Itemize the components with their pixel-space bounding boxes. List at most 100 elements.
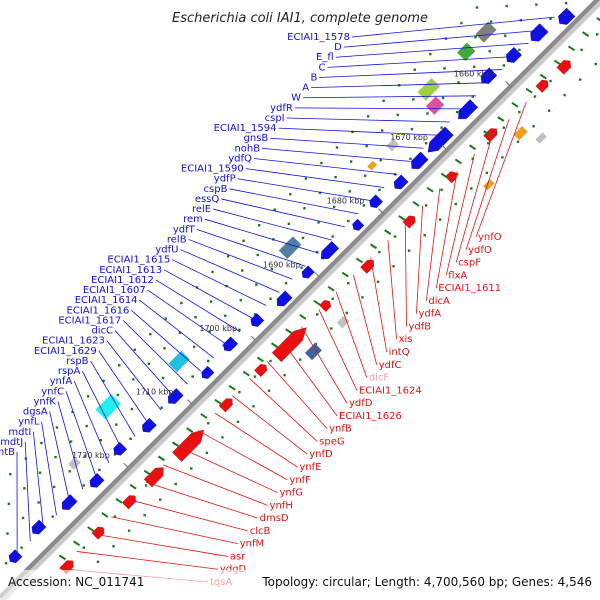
forward-gene-label[interactable]: C (319, 62, 326, 73)
forward-gene-arrow[interactable] (352, 218, 365, 231)
annotation-block[interactable] (457, 42, 476, 61)
forward-gene-label[interactable]: rspA (58, 366, 81, 377)
forward-gene-label[interactable]: pntB (0, 447, 15, 458)
forward-gene-arrow[interactable] (393, 174, 409, 190)
forward-gene-label[interactable]: ydfT (173, 224, 196, 235)
reverse-gene-arrow[interactable] (271, 327, 307, 363)
forward-gene-label[interactable]: gnsB (244, 133, 269, 144)
forward-gene-arrow[interactable] (558, 7, 576, 25)
forward-gene-arrow[interactable] (506, 46, 522, 63)
forward-gene-label[interactable]: ECIAI1_1590 (181, 164, 244, 175)
reverse-gene-label[interactable]: ECIAI1_1611 (438, 283, 501, 294)
forward-gene-label[interactable]: ydfR (270, 103, 293, 114)
reverse-gene-label[interactable]: xis (399, 334, 413, 345)
forward-gene-arrow[interactable] (250, 313, 265, 327)
reverse-gene-label[interactable]: ynfF (289, 475, 311, 486)
annotation-block[interactable] (386, 138, 399, 152)
forward-gene-label[interactable]: D (334, 42, 342, 53)
reverse-gene-label[interactable]: dicA (428, 296, 450, 307)
reverse-gene-arrow[interactable] (360, 259, 375, 274)
forward-gene-arrow[interactable] (276, 290, 293, 307)
reverse-gene-label[interactable]: dicF (369, 373, 390, 384)
annotation-block[interactable] (535, 132, 547, 144)
reverse-gene-label[interactable]: ydgD (220, 564, 247, 575)
forward-gene-label[interactable]: ECIAI1_1594 (214, 123, 277, 134)
forward-gene-label[interactable]: B (310, 72, 317, 83)
forward-gene-label[interactable]: dgsA (23, 407, 48, 418)
annotation-block[interactable] (68, 457, 81, 470)
reverse-gene-label[interactable]: ydfC (379, 360, 402, 371)
reverse-gene-label[interactable]: flxA (448, 270, 467, 281)
forward-gene-label[interactable]: ydfP (214, 174, 236, 185)
forward-gene-arrow[interactable] (201, 365, 215, 379)
annotation-block[interactable] (336, 315, 350, 329)
forward-gene-arrow[interactable] (530, 23, 549, 42)
forward-gene-arrow[interactable] (8, 549, 23, 564)
forward-gene-arrow[interactable] (480, 67, 498, 84)
forward-gene-label[interactable]: ECIAI1_1616 (67, 305, 130, 316)
reverse-gene-arrow[interactable] (218, 398, 233, 413)
forward-gene-arrow[interactable] (142, 417, 157, 433)
forward-gene-label[interactable]: E_fl (316, 52, 334, 63)
forward-gene-label[interactable]: ynfL (18, 417, 40, 428)
forward-gene-label[interactable]: mdtJ (0, 437, 23, 448)
forward-gene-arrow[interactable] (89, 472, 105, 488)
forward-gene-arrow[interactable] (167, 388, 184, 404)
reverse-gene-label[interactable]: asr (230, 551, 246, 562)
annotation-block[interactable] (367, 160, 378, 171)
reverse-gene-arrow[interactable] (556, 59, 572, 75)
reverse-gene-label[interactable]: intQ (389, 347, 410, 358)
forward-gene-arrow[interactable] (31, 519, 47, 535)
annotation-block[interactable] (483, 179, 495, 191)
forward-gene-label[interactable]: ydfQ (228, 153, 252, 164)
reverse-gene-label[interactable]: ynfG (279, 488, 303, 499)
forward-gene-arrow[interactable] (411, 151, 429, 170)
reverse-gene-label[interactable]: ynfH (270, 500, 293, 511)
forward-gene-label[interactable]: ynfK (34, 396, 57, 407)
forward-gene-label[interactable]: ECIAI1_1607 (83, 285, 146, 296)
reverse-gene-label[interactable]: ydfA (418, 309, 441, 320)
reverse-gene-label[interactable]: ydfB (409, 321, 432, 332)
forward-gene-arrow[interactable] (369, 194, 383, 209)
reverse-gene-arrow[interactable] (319, 299, 332, 312)
reverse-gene-arrow[interactable] (483, 128, 498, 143)
forward-gene-label[interactable]: ECIAI1_1612 (91, 275, 154, 286)
reverse-gene-label[interactable]: ydfO (468, 245, 492, 256)
forward-gene-label[interactable]: rspB (66, 356, 89, 367)
forward-gene-label[interactable]: ECIAI1_1615 (107, 255, 170, 266)
annotation-block[interactable] (304, 343, 322, 361)
forward-gene-label[interactable]: ECIAI1_1614 (75, 295, 138, 306)
reverse-gene-label[interactable]: cspF (458, 258, 481, 269)
forward-gene-label[interactable]: dicC (91, 326, 113, 337)
reverse-gene-label[interactable]: ynfO (478, 232, 502, 243)
forward-gene-label[interactable]: essQ (195, 194, 220, 205)
forward-gene-label[interactable]: cspB (204, 184, 228, 195)
reverse-gene-label[interactable]: ECIAI1_1626 (339, 411, 402, 422)
reverse-gene-label[interactable]: ECIAI1_1624 (359, 385, 422, 396)
forward-gene-label[interactable]: ECIAI1_1613 (99, 265, 162, 276)
forward-gene-label[interactable]: relE (192, 204, 211, 215)
forward-gene-label[interactable]: nohB (234, 143, 260, 154)
forward-gene-label[interactable]: ECIAI1_1617 (58, 315, 121, 326)
reverse-gene-arrow[interactable] (535, 79, 549, 93)
forward-gene-arrow[interactable] (320, 241, 340, 260)
reverse-gene-label[interactable]: ynfE (299, 462, 321, 473)
forward-gene-label[interactable]: mdtI (8, 427, 31, 438)
forward-gene-arrow[interactable] (223, 336, 239, 352)
reverse-gene-arrow[interactable] (91, 526, 105, 540)
forward-gene-label[interactable]: ynfA (50, 376, 73, 387)
reverse-gene-label[interactable]: speG (319, 436, 344, 447)
forward-gene-label[interactable]: cspI (265, 113, 285, 124)
forward-gene-label[interactable]: relB (167, 234, 187, 245)
forward-gene-arrow[interactable] (427, 126, 454, 153)
reverse-gene-arrow[interactable] (143, 467, 164, 488)
reverse-gene-label[interactable]: dmsD (260, 513, 289, 524)
forward-gene-label[interactable]: W (291, 93, 301, 104)
annotation-block[interactable] (168, 350, 190, 373)
reverse-gene-arrow[interactable] (172, 429, 205, 462)
annotation-block[interactable] (513, 126, 528, 141)
forward-gene-label[interactable]: ECIAI1_1623 (42, 336, 105, 347)
forward-gene-label[interactable]: ECIAI1_1578 (287, 32, 350, 43)
forward-gene-label[interactable]: rem (183, 214, 203, 225)
